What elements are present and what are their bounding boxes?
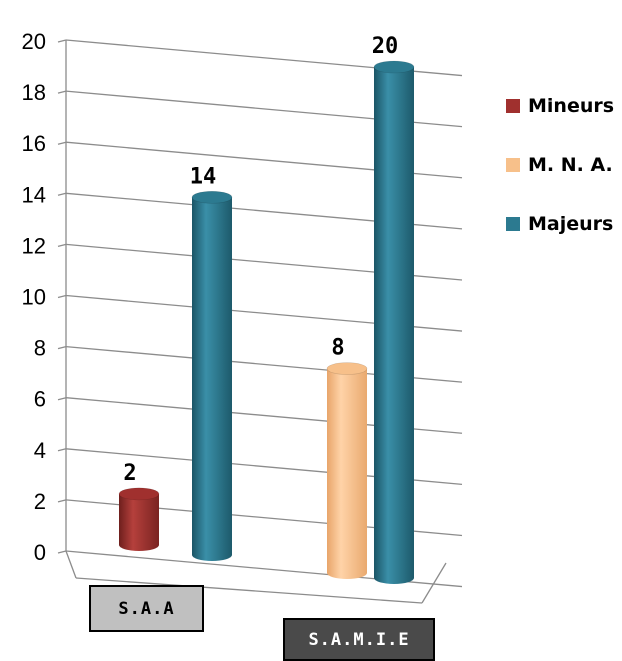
legend-swatch-majeurs: [506, 217, 520, 231]
category-label-saa: S.A.A: [89, 585, 204, 632]
y-tick-mark: [57, 39, 67, 43]
legend: Mineurs M. N. A. Majeurs: [506, 94, 614, 271]
bar-body: [374, 67, 414, 584]
bar-body: [192, 197, 232, 562]
y-tick-mark: [57, 243, 67, 248]
legend-item-mineurs: Mineurs: [506, 94, 614, 118]
bar-top: [373, 60, 415, 74]
bar-top: [191, 191, 233, 204]
legend-label-majeurs: Majeurs: [528, 213, 614, 235]
legend-swatch-mineurs: [506, 99, 520, 113]
y-tick-mark: [57, 397, 67, 401]
bar-body: [119, 493, 159, 551]
y-tick-label: 18: [22, 80, 46, 105]
y-tick-label: 8: [34, 336, 46, 361]
bar-mna-1: [326, 362, 368, 579]
floor-edge-right: [421, 562, 447, 604]
bar-majeurs-0: [191, 191, 233, 562]
y-tick-mark: [57, 141, 67, 145]
bar-majeurs-1: [373, 60, 415, 584]
legend-label-mna: M. N. A.: [528, 154, 613, 176]
y-tick-mark: [57, 345, 67, 350]
category-label-samie: S.A.M.I.E: [283, 618, 435, 661]
y-tick-label: 0: [34, 540, 46, 565]
legend-label-mineurs: Mineurs: [528, 95, 615, 117]
y-tick-label: 2: [34, 489, 46, 514]
bar-body: [327, 368, 367, 579]
y-tick-label: 14: [22, 182, 46, 207]
y-tick-mark: [57, 192, 67, 196]
y-tick-label: 12: [22, 233, 46, 258]
y-tick-label: 16: [22, 131, 46, 156]
bar-top: [118, 487, 160, 501]
y-tick-label: 6: [34, 387, 46, 412]
data-label: 20: [372, 34, 399, 59]
data-label: 2: [123, 461, 136, 486]
legend-item-majeurs: Majeurs: [506, 212, 614, 236]
floor-edge-front: [75, 577, 423, 604]
y-tick-label: 10: [22, 285, 46, 310]
bar-mineurs-0: [118, 487, 160, 551]
legend-swatch-mna: [506, 158, 520, 172]
y-tick-mark: [57, 550, 67, 554]
legend-item-mna: M. N. A.: [506, 153, 614, 177]
y-tick-mark: [57, 499, 67, 503]
data-label: 14: [190, 164, 217, 189]
data-label: 8: [331, 336, 344, 361]
y-tick-label: 20: [22, 29, 46, 54]
y-tick-mark: [57, 294, 67, 299]
bar-top: [326, 362, 368, 375]
y-tick-mark: [57, 448, 67, 452]
floor-edge-left: [65, 550, 77, 579]
y-tick-label: 4: [34, 438, 46, 463]
y-tick-mark: [57, 90, 67, 94]
